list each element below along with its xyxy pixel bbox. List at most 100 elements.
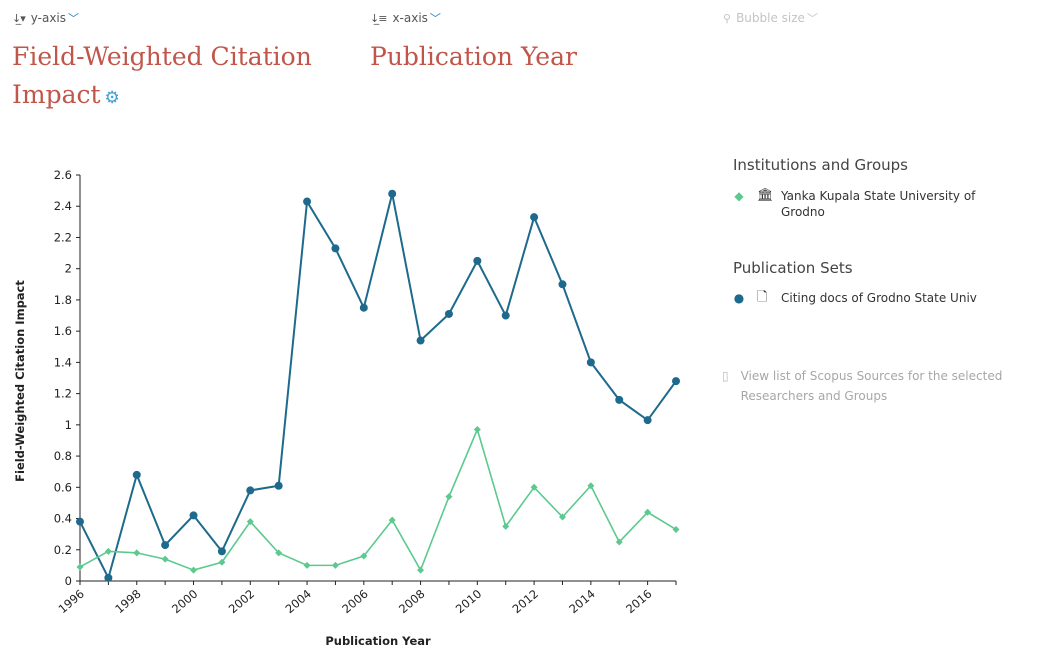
data-point[interactable]: [416, 336, 425, 345]
sort-icon: ↓̲▾: [12, 11, 26, 25]
data-point[interactable]: [502, 522, 510, 530]
data-point[interactable]: [672, 525, 680, 533]
y-tick-label: 2.2: [54, 230, 72, 244]
legend-institution-line1: Yanka Kupala State University of: [781, 189, 976, 203]
chevron-down-icon: ﹀: [68, 12, 80, 25]
legend-item-institution[interactable]: ◆ 🏛 Yanka Kupala State University of Gro…: [733, 188, 975, 220]
view-link-line1: View list of Scopus Sources for the sele…: [740, 369, 1003, 383]
legend-institution-line2: Grodno: [781, 205, 825, 219]
publication-sets-heading: Publication Sets: [733, 259, 853, 277]
x-tick-label: 1998: [112, 587, 143, 617]
y-tick-label: 0.8: [54, 449, 72, 463]
chevron-down-icon: ﹀: [806, 12, 818, 25]
data-point[interactable]: [104, 547, 112, 555]
data-point[interactable]: [217, 547, 226, 556]
x-tick-label: 2016: [623, 587, 654, 617]
x-axis-selector-label: x-axis: [392, 11, 428, 25]
y-metric-title-line2: Impact: [12, 80, 101, 109]
data-point[interactable]: [246, 518, 254, 526]
data-point[interactable]: [530, 213, 539, 222]
series-line-1: [79, 427, 677, 572]
y-tick-label: 1.2: [54, 387, 72, 401]
document-icon: ▯: [722, 369, 729, 383]
data-point[interactable]: [133, 549, 141, 557]
data-point[interactable]: [444, 309, 453, 318]
data-point[interactable]: [303, 561, 311, 569]
data-point[interactable]: [615, 538, 623, 546]
data-point[interactable]: [388, 189, 397, 198]
data-point[interactable]: [331, 561, 339, 569]
data-point[interactable]: [417, 566, 425, 574]
x-axis-title: Publication Year: [325, 634, 431, 648]
x-axis-selector[interactable]: ↓̲≡ x-axis ﹀: [370, 10, 441, 26]
data-point[interactable]: [189, 511, 198, 520]
data-point[interactable]: [274, 481, 283, 490]
data-point[interactable]: [218, 558, 226, 566]
data-point[interactable]: [672, 377, 680, 386]
y-tick-label: 2.4: [54, 199, 72, 213]
data-point[interactable]: [644, 508, 652, 516]
data-point[interactable]: [501, 311, 510, 320]
data-point[interactable]: [76, 563, 84, 571]
data-point[interactable]: [558, 280, 567, 289]
y-tick-label: 1.4: [54, 355, 72, 369]
y-tick-label: 1.6: [54, 324, 72, 338]
y-tick-label: 0.2: [54, 543, 72, 557]
x-tick-label: 2008: [396, 587, 427, 617]
y-metric-title-line1: Field-Weighted Citation: [12, 42, 312, 71]
bubble-size-selector-label: Bubble size: [736, 11, 805, 25]
x-tick-label: 2002: [226, 587, 257, 617]
data-point[interactable]: [104, 573, 113, 582]
y-tick-label: 1: [65, 418, 72, 432]
data-point[interactable]: [331, 244, 340, 253]
data-point[interactable]: [615, 395, 624, 404]
data-point[interactable]: [558, 513, 566, 521]
data-point[interactable]: [303, 197, 312, 206]
legend-publication-name: Citing docs of Grodno State Univ: [781, 291, 977, 305]
search-icon: ⚲: [723, 11, 731, 25]
y-tick-label: 2: [65, 262, 72, 276]
data-point[interactable]: [445, 493, 453, 501]
chevron-down-icon: ﹀: [429, 12, 441, 25]
view-link-line2: Researchers and Groups: [740, 389, 888, 403]
data-point[interactable]: [275, 549, 283, 557]
bubble-size-selector[interactable]: ⚲ Bubble size ﹀: [723, 10, 818, 26]
data-point[interactable]: [360, 552, 368, 560]
y-tick-label: 0.4: [54, 512, 72, 526]
institutions-heading: Institutions and Groups: [733, 156, 908, 174]
data-point[interactable]: [530, 483, 538, 491]
publication-set-icon: 🗋: [757, 290, 768, 305]
y-axis-selector[interactable]: ↓̲▾ y-axis ﹀: [12, 10, 79, 26]
gear-icon[interactable]: ⚙: [104, 88, 120, 108]
data-point[interactable]: [132, 470, 141, 479]
x-tick-label: 2010: [453, 587, 484, 617]
y-tick-label: 2.6: [54, 168, 72, 182]
diamond-marker-icon: ◆: [734, 189, 744, 203]
data-point[interactable]: [388, 516, 396, 524]
data-point[interactable]: [473, 426, 481, 434]
data-point[interactable]: [587, 482, 595, 490]
y-axis-title: Field-Weighted Citation Impact: [13, 280, 27, 482]
legend-item-publication-set[interactable]: ● 🗋 Citing docs of Grodno State Univ: [733, 290, 977, 306]
y-tick-label: 0: [65, 574, 72, 588]
y-metric-title[interactable]: Field-Weighted Citation Impact ⚙: [12, 38, 342, 117]
data-point[interactable]: [76, 517, 84, 526]
data-point[interactable]: [473, 256, 482, 265]
x-tick-label: 2000: [169, 587, 200, 617]
sort-icon: ↓̲≡: [370, 11, 387, 25]
data-point[interactable]: [190, 566, 198, 574]
data-point[interactable]: [643, 416, 652, 425]
view-scopus-sources-link[interactable]: ▯ View list of Scopus Sources for the se…: [722, 366, 1002, 406]
line-chart: 0 0.2 0.4 0.6 0.8 1 1.2 1.4 1.6 1.8 2 2.2 2.4 2.6 1996…: [13, 168, 680, 648]
x-metric-title[interactable]: Publication Year: [370, 38, 577, 76]
x-tick-label: 1996: [55, 587, 86, 617]
x-tick-label: 2004: [283, 587, 314, 617]
institution-icon: 🏛: [757, 188, 774, 203]
data-point[interactable]: [586, 358, 595, 367]
data-point[interactable]: [161, 555, 169, 563]
y-tick-label: 1.8: [54, 293, 72, 307]
data-point[interactable]: [161, 541, 170, 550]
data-point[interactable]: [359, 303, 368, 312]
data-point[interactable]: [246, 486, 255, 495]
x-tick-label: 2014: [566, 587, 597, 617]
